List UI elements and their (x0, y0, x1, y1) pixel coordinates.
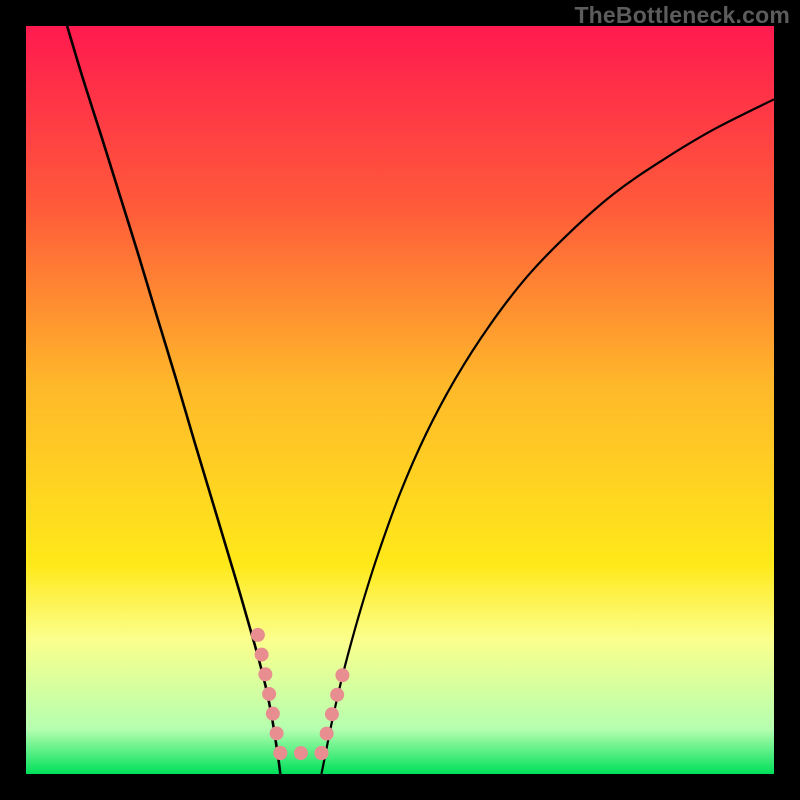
pink-marker-dot (255, 648, 269, 662)
pink-marker-dot (273, 746, 287, 760)
pink-marker-dot (270, 726, 284, 740)
plot-area (26, 26, 774, 774)
pink-v-marker (251, 628, 350, 760)
pink-marker-dot (294, 746, 308, 760)
pink-marker-dot (335, 668, 349, 682)
pink-marker-dot (314, 746, 328, 760)
chart-frame: TheBottleneck.com (0, 0, 800, 800)
watermark-text: TheBottleneck.com (574, 2, 790, 29)
left-branch-curve (67, 26, 280, 774)
pink-marker-dot (262, 687, 276, 701)
pink-marker-dot (320, 727, 334, 741)
curves-svg (26, 26, 774, 774)
pink-marker-dot (258, 667, 272, 681)
pink-marker-dot (325, 707, 339, 721)
pink-marker-dot (330, 688, 344, 702)
pink-marker-dot (266, 707, 280, 721)
right-branch-curve (321, 99, 774, 774)
pink-marker-dot (251, 628, 265, 642)
